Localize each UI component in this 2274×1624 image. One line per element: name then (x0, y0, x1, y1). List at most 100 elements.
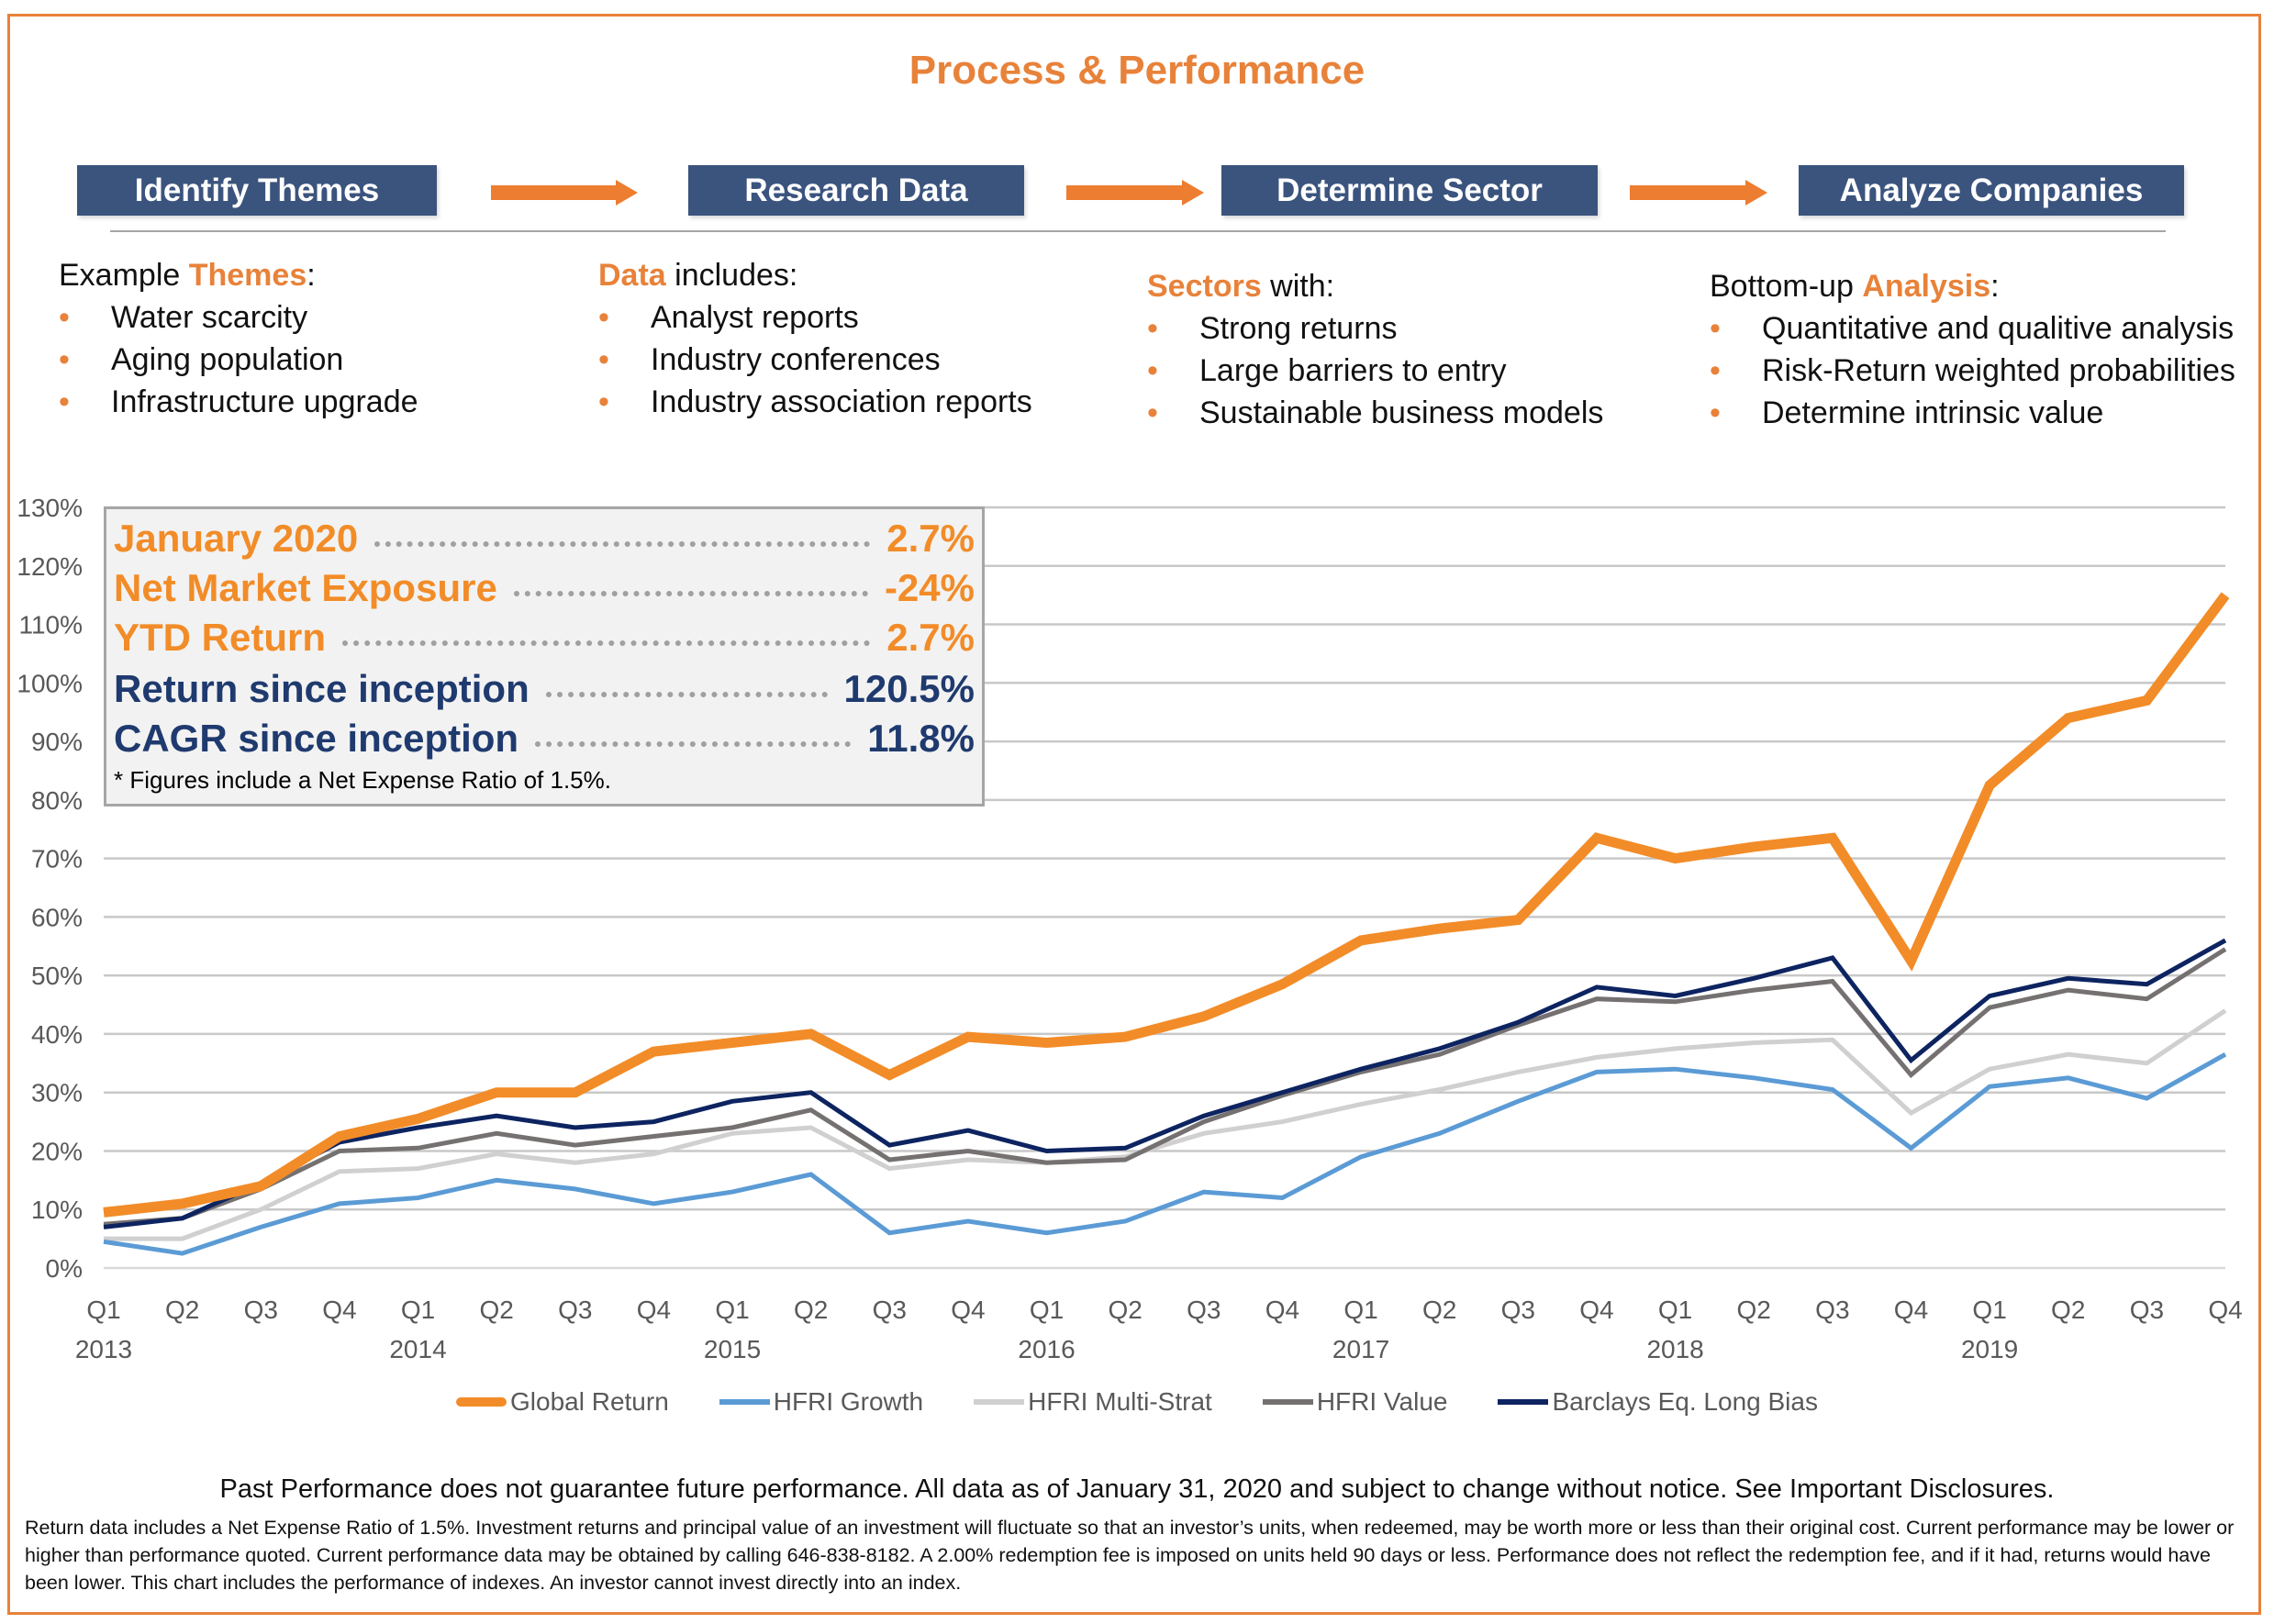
legend-item-hfri-growth: HFRI Growth (719, 1387, 923, 1417)
column-heading-suffix: : (1990, 269, 2000, 304)
legend-swatch (974, 1399, 1025, 1405)
list-item: Sustainable business models (1147, 392, 1603, 434)
dotted-leader (545, 692, 828, 697)
legend-swatch (1498, 1399, 1549, 1405)
x-tick-label: Q3 (558, 1296, 592, 1324)
x-tick-label: Q4 (1579, 1296, 1613, 1324)
stat-row-cagr: CAGR since inception 11.8% (114, 715, 975, 762)
legend-item-global-return: Global Return (456, 1387, 669, 1417)
y-tick-label: 60% (31, 903, 83, 931)
themes-column: Example Themes: Water scarcity Aging pop… (59, 254, 418, 423)
x-tick-label: Q3 (1501, 1296, 1535, 1324)
right-arrow-icon (1066, 180, 1204, 206)
chart-legend: Global Return HFRI Growth HFRI Multi-Str… (0, 1387, 2274, 1417)
y-tick-label: 50% (31, 962, 83, 990)
stat-label: YTD Return (114, 616, 326, 659)
column-heading-highlight: Sectors (1147, 269, 1262, 304)
x-year-label: 2015 (704, 1335, 761, 1363)
legend-label: HFRI Value (1316, 1387, 1448, 1416)
list-item: Analyst reports (598, 296, 1032, 339)
list-item: Water scarcity (59, 296, 418, 339)
dotted-leader (513, 591, 868, 596)
x-tick-label: Q4 (1894, 1296, 1928, 1324)
column-heading-prefix: Bottom-up (1710, 269, 1863, 304)
stat-value: -24% (884, 566, 975, 609)
data-column: Data includes: Analyst reports Industry … (598, 254, 1032, 423)
right-arrow-icon (491, 180, 638, 206)
legend-swatch (1262, 1399, 1313, 1405)
y-tick-label: 40% (31, 1020, 83, 1049)
past-performance-notice: Past Performance does not guarantee futu… (219, 1474, 2055, 1504)
list-item: Industry conferences (598, 339, 1032, 381)
x-tick-label: Q3 (1187, 1296, 1221, 1324)
x-tick-label: Q1 (1030, 1296, 1064, 1324)
x-tick-label: Q1 (1343, 1296, 1377, 1324)
y-tick-label: 10% (31, 1196, 83, 1224)
x-tick-label: Q2 (479, 1296, 513, 1324)
x-year-label: 2017 (1332, 1335, 1389, 1363)
dotted-leader (374, 541, 871, 547)
x-axis-ticks: Q1 Q2 Q3 Q4 Q1 Q2 Q3 Q4 Q1 Q2 Q3 Q4 Q1 Q2 Q3 Q4 Q1 Q2 Q3 Q4… (75, 1296, 2243, 1363)
legend-item-barclays: Barclays Eq. Long Bias (1498, 1387, 1818, 1417)
column-heading-suffix: : (307, 258, 316, 293)
legend-swatch (719, 1399, 770, 1405)
stat-label: Net Market Exposure (114, 566, 497, 609)
y-tick-label: 20% (31, 1137, 83, 1165)
series-line-hfri-value (103, 947, 2227, 1227)
stat-value: 2.7% (886, 517, 975, 560)
list-item: Aging population (59, 339, 418, 381)
x-tick-label: Q2 (2051, 1296, 2085, 1324)
x-tick-label: Q1 (1658, 1296, 1692, 1324)
y-tick-label: 30% (31, 1079, 83, 1107)
step-analyze-companies: Analyze Companies (1799, 165, 2184, 216)
stat-label: January 2020 (114, 517, 359, 560)
x-year-label: 2019 (1961, 1335, 2018, 1363)
stats-footnote: * Figures include a Net Expense Ratio of… (114, 766, 611, 794)
column-heading-highlight: Analysis (1862, 269, 1991, 304)
y-axis-ticks: 0% 10% 20% 30% 40% 50% 60% 70% 80% 90% 100% 110% 120… (17, 494, 83, 1283)
x-year-label: 2016 (1018, 1335, 1075, 1363)
x-tick-label: Q2 (1737, 1296, 1771, 1324)
y-tick-label: 120% (17, 552, 83, 581)
stats-box: January 2020 2.7% Net Market Exposure -2… (104, 506, 985, 806)
x-tick-label: Q4 (322, 1296, 356, 1324)
step-research-data: Research Data (688, 165, 1024, 216)
x-tick-label: Q2 (1109, 1296, 1143, 1324)
x-tick-label: Q4 (951, 1296, 985, 1324)
dotted-leader (342, 640, 871, 646)
x-tick-label: Q4 (637, 1296, 671, 1324)
x-tick-label: Q1 (1972, 1296, 2006, 1324)
list-item: Infrastructure upgrade (59, 381, 418, 423)
x-year-label: 2014 (389, 1335, 446, 1363)
stat-value: 120.5% (843, 667, 975, 710)
stat-label: Return since inception (114, 667, 529, 710)
series-line-barclays-eq-long-bias (103, 938, 2227, 1229)
x-year-label: 2018 (1646, 1335, 1703, 1363)
x-tick-label: Q3 (244, 1296, 278, 1324)
y-tick-label: 130% (17, 494, 83, 522)
analysis-column: Bottom-up Analysis: Quantitative and qua… (1710, 265, 2235, 434)
x-tick-label: Q2 (1422, 1296, 1456, 1324)
list-item: Determine intrinsic value (1710, 392, 2235, 434)
list-item: Strong returns (1147, 307, 1603, 350)
x-tick-label: Q1 (86, 1296, 120, 1324)
x-tick-label: Q2 (794, 1296, 828, 1324)
dotted-leader (535, 741, 852, 747)
legend-label: Global Return (510, 1387, 669, 1416)
x-tick-label: Q1 (401, 1296, 435, 1324)
column-heading-highlight: Data (598, 258, 666, 293)
stat-row-net-exposure: Net Market Exposure -24% (114, 564, 975, 612)
column-heading-suffix: includes: (665, 258, 798, 293)
sectors-column: Sectors with: Strong returns Large barri… (1147, 265, 1603, 434)
x-tick-label: Q1 (715, 1296, 749, 1324)
disclosure-text: Return data includes a Net Expense Ratio… (25, 1517, 2235, 1594)
right-arrow-icon (1630, 180, 1767, 206)
y-tick-label: 80% (31, 786, 83, 815)
x-year-label: 2013 (75, 1335, 132, 1363)
stat-value: 11.8% (867, 717, 975, 760)
step-determine-sector: Determine Sector (1221, 165, 1598, 216)
y-tick-label: 90% (31, 728, 83, 756)
x-tick-label: Q3 (2130, 1296, 2164, 1324)
list-item: Risk-Return weighted probabilities (1710, 350, 2235, 392)
